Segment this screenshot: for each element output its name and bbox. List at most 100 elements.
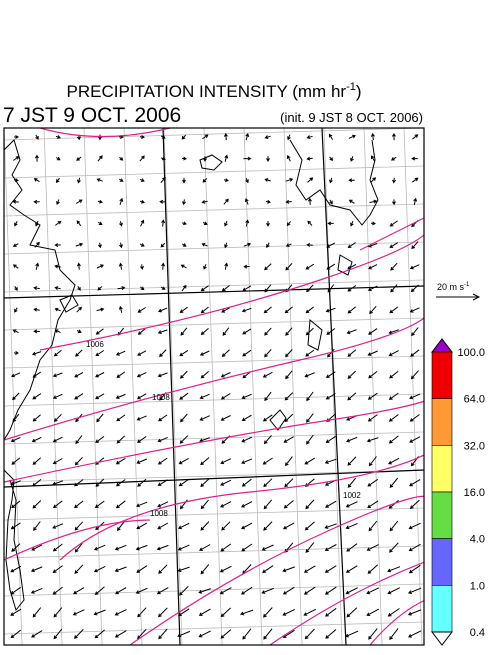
wind-arrow (410, 370, 419, 380)
wind-arrow (263, 499, 273, 510)
grid-line (4, 241, 424, 255)
wind-arrow (202, 178, 208, 183)
wind-arrow (96, 264, 104, 269)
wind-arrow (282, 586, 295, 595)
wind-arrow (55, 156, 61, 161)
wind-arrow (387, 608, 400, 617)
wind-arrow (179, 435, 189, 444)
wind-arrow (369, 199, 378, 204)
wind-arrow (388, 457, 400, 465)
wind-arrow (32, 393, 42, 400)
wind-arrow (35, 134, 39, 140)
wind-arrow (368, 328, 378, 335)
isobar-label: 1006 (86, 340, 104, 349)
wind-arrow (345, 522, 358, 530)
wind-arrow (392, 177, 396, 184)
wind-arrow (368, 520, 378, 532)
wind-arrow (116, 371, 126, 378)
wind-arrow (411, 241, 419, 250)
wind-arrow (387, 587, 401, 595)
wind-arrow (32, 500, 42, 509)
wind-arrow (35, 262, 40, 270)
wind-arrow (200, 521, 210, 531)
wind-arrow (241, 458, 253, 464)
grid-line (4, 507, 424, 521)
wind-arrow (98, 242, 102, 249)
wind-arrow (75, 349, 83, 357)
wind-arrow (324, 565, 337, 573)
wind-arrow (55, 135, 61, 139)
wind-arrow (179, 306, 188, 313)
wind-arrow (157, 436, 168, 443)
wind-arrow (12, 264, 19, 269)
wind-arrow (220, 372, 231, 378)
title-close: ) (356, 82, 362, 101)
wind-arrow (55, 177, 60, 183)
wind-arrow (347, 392, 357, 401)
wind-arrow (304, 372, 315, 378)
wind-arrow (220, 415, 231, 421)
wind-arrow (10, 480, 21, 486)
grid-line (4, 469, 424, 483)
wind-arrow (325, 629, 337, 639)
isobars (4, 128, 424, 645)
wind-arrow (33, 286, 40, 291)
colorbar-label: 64.0 (464, 394, 485, 406)
wind-arrow (245, 177, 249, 184)
wind-arrow (388, 414, 399, 422)
init-time: (init. 9 JST 8 OCT. 2006) (280, 110, 423, 125)
wind-arrow (224, 242, 228, 249)
wind-arrow (30, 587, 43, 594)
wind-arrow (137, 350, 147, 356)
wind-arrow (241, 478, 252, 487)
wind-arrow (95, 328, 104, 335)
wind-arrow (198, 630, 211, 638)
wind-arrow (266, 242, 270, 249)
wind-arrow (390, 284, 398, 293)
wind-arrow (77, 177, 81, 184)
wind-arrow (97, 286, 103, 291)
wind-arrow (136, 393, 147, 400)
wind-arrow (32, 351, 42, 356)
title-text: PRECIPITATION INTENSITY (mm hr (66, 82, 346, 101)
wind-arrow (304, 457, 316, 465)
wind-arrow (347, 263, 357, 270)
wind-arrow (284, 413, 294, 423)
wind-arrow (74, 500, 84, 509)
wind-arrow (408, 630, 422, 638)
wind-arrow (177, 544, 190, 551)
wind-arrow (305, 349, 315, 357)
map-area: 1006 1008 1008 1002 (4, 128, 424, 645)
wind-arrow (305, 327, 314, 336)
wind-arrow (158, 414, 168, 422)
wind-arrow (31, 630, 43, 638)
wind-arrow (200, 457, 210, 466)
wind-arrow (118, 178, 124, 182)
wind-arrow (11, 372, 21, 378)
wind-arrow (346, 436, 358, 443)
wind-arrow (10, 436, 21, 443)
wind-arrow (33, 307, 40, 312)
wind-arrow (55, 220, 62, 226)
wind-arrow (179, 585, 189, 596)
wind-arrow (285, 327, 293, 336)
wind-arrow (348, 199, 355, 204)
wind-arrow (10, 608, 22, 616)
wind-arrow (285, 199, 292, 204)
wind-arrow (388, 329, 399, 335)
wind-arrow (285, 178, 294, 182)
grid-line (163, 128, 183, 645)
wind-arrow (203, 156, 207, 163)
wind-arrow (282, 629, 295, 638)
wind-arrow (54, 286, 61, 291)
title-superscript: -1 (346, 81, 356, 93)
wind-arrow (52, 543, 63, 552)
wind-arrow (11, 457, 21, 465)
wind-arrow (74, 479, 84, 487)
wind-arrow (94, 629, 106, 639)
wind-arrow (201, 199, 208, 204)
wind-arrow (284, 456, 293, 467)
wind-arrow (54, 307, 61, 312)
wind-arrow (329, 156, 334, 162)
wind-arrow (245, 132, 250, 141)
